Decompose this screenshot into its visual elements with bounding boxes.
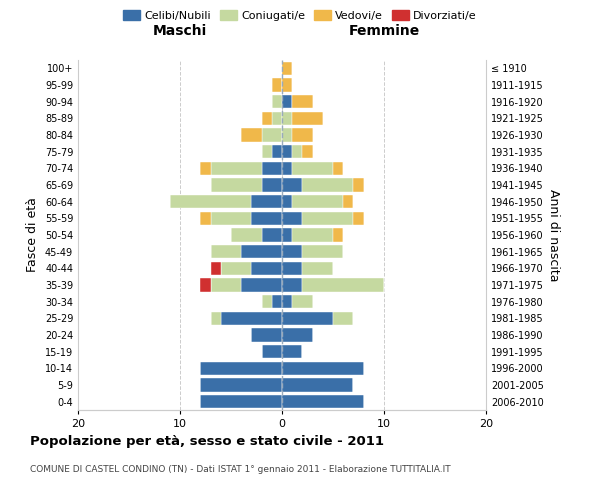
Bar [200,378,282,392]
Bar [302,245,343,258]
Bar [282,228,292,241]
Bar [282,145,292,158]
Bar [292,95,313,108]
Bar [353,212,364,225]
Bar [170,195,251,208]
Bar [211,178,262,192]
Bar [200,395,282,408]
Bar [251,328,282,342]
Bar [333,162,343,175]
Bar [302,145,313,158]
Bar [282,362,364,375]
Legend: Celibi/Nubili, Coniugati/e, Vedovi/e, Divorziati/e: Celibi/Nubili, Coniugati/e, Vedovi/e, Di… [119,6,481,25]
Text: Maschi: Maschi [153,24,207,38]
Bar [241,128,262,141]
Bar [282,128,292,141]
Bar [282,328,313,342]
Bar [292,162,333,175]
Bar [200,362,282,375]
Bar [200,162,211,175]
Bar [282,178,302,192]
Bar [282,95,292,108]
Bar [262,145,272,158]
Bar [292,145,302,158]
Bar [292,112,323,125]
Bar [221,262,251,275]
Bar [262,162,282,175]
Bar [282,278,302,291]
Bar [251,212,282,225]
Bar [262,112,272,125]
Bar [211,162,262,175]
Bar [211,212,251,225]
Text: COMUNE DI CASTEL CONDINO (TN) - Dati ISTAT 1° gennaio 2011 - Elaborazione TUTTIT: COMUNE DI CASTEL CONDINO (TN) - Dati IST… [30,465,451,474]
Bar [302,178,353,192]
Bar [282,345,302,358]
Y-axis label: Fasce di età: Fasce di età [26,198,39,272]
Bar [282,395,364,408]
Bar [211,245,241,258]
Bar [282,62,292,75]
Bar [282,312,333,325]
Bar [292,195,343,208]
Bar [282,262,302,275]
Bar [211,312,221,325]
Text: Popolazione per età, sesso e stato civile - 2011: Popolazione per età, sesso e stato civil… [30,435,384,448]
Bar [292,228,333,241]
Bar [262,295,272,308]
Bar [353,178,364,192]
Bar [241,278,282,291]
Bar [272,95,282,108]
Bar [231,228,262,241]
Bar [262,128,282,141]
Bar [333,228,343,241]
Bar [211,262,221,275]
Text: Femmine: Femmine [349,24,419,38]
Bar [272,295,282,308]
Bar [251,262,282,275]
Bar [200,278,211,291]
Bar [262,345,282,358]
Bar [282,212,302,225]
Bar [282,78,292,92]
Bar [282,195,292,208]
Bar [211,278,241,291]
Bar [282,295,292,308]
Bar [200,212,211,225]
Bar [282,378,353,392]
Bar [262,228,282,241]
Bar [272,78,282,92]
Bar [221,312,282,325]
Bar [282,112,292,125]
Bar [241,245,282,258]
Bar [302,278,384,291]
Bar [272,112,282,125]
Bar [343,195,353,208]
Bar [302,262,333,275]
Bar [333,312,353,325]
Bar [292,295,313,308]
Y-axis label: Anni di nascita: Anni di nascita [547,188,560,281]
Bar [251,195,282,208]
Bar [292,128,313,141]
Bar [272,145,282,158]
Bar [282,162,292,175]
Bar [282,245,302,258]
Bar [262,178,282,192]
Bar [302,212,353,225]
